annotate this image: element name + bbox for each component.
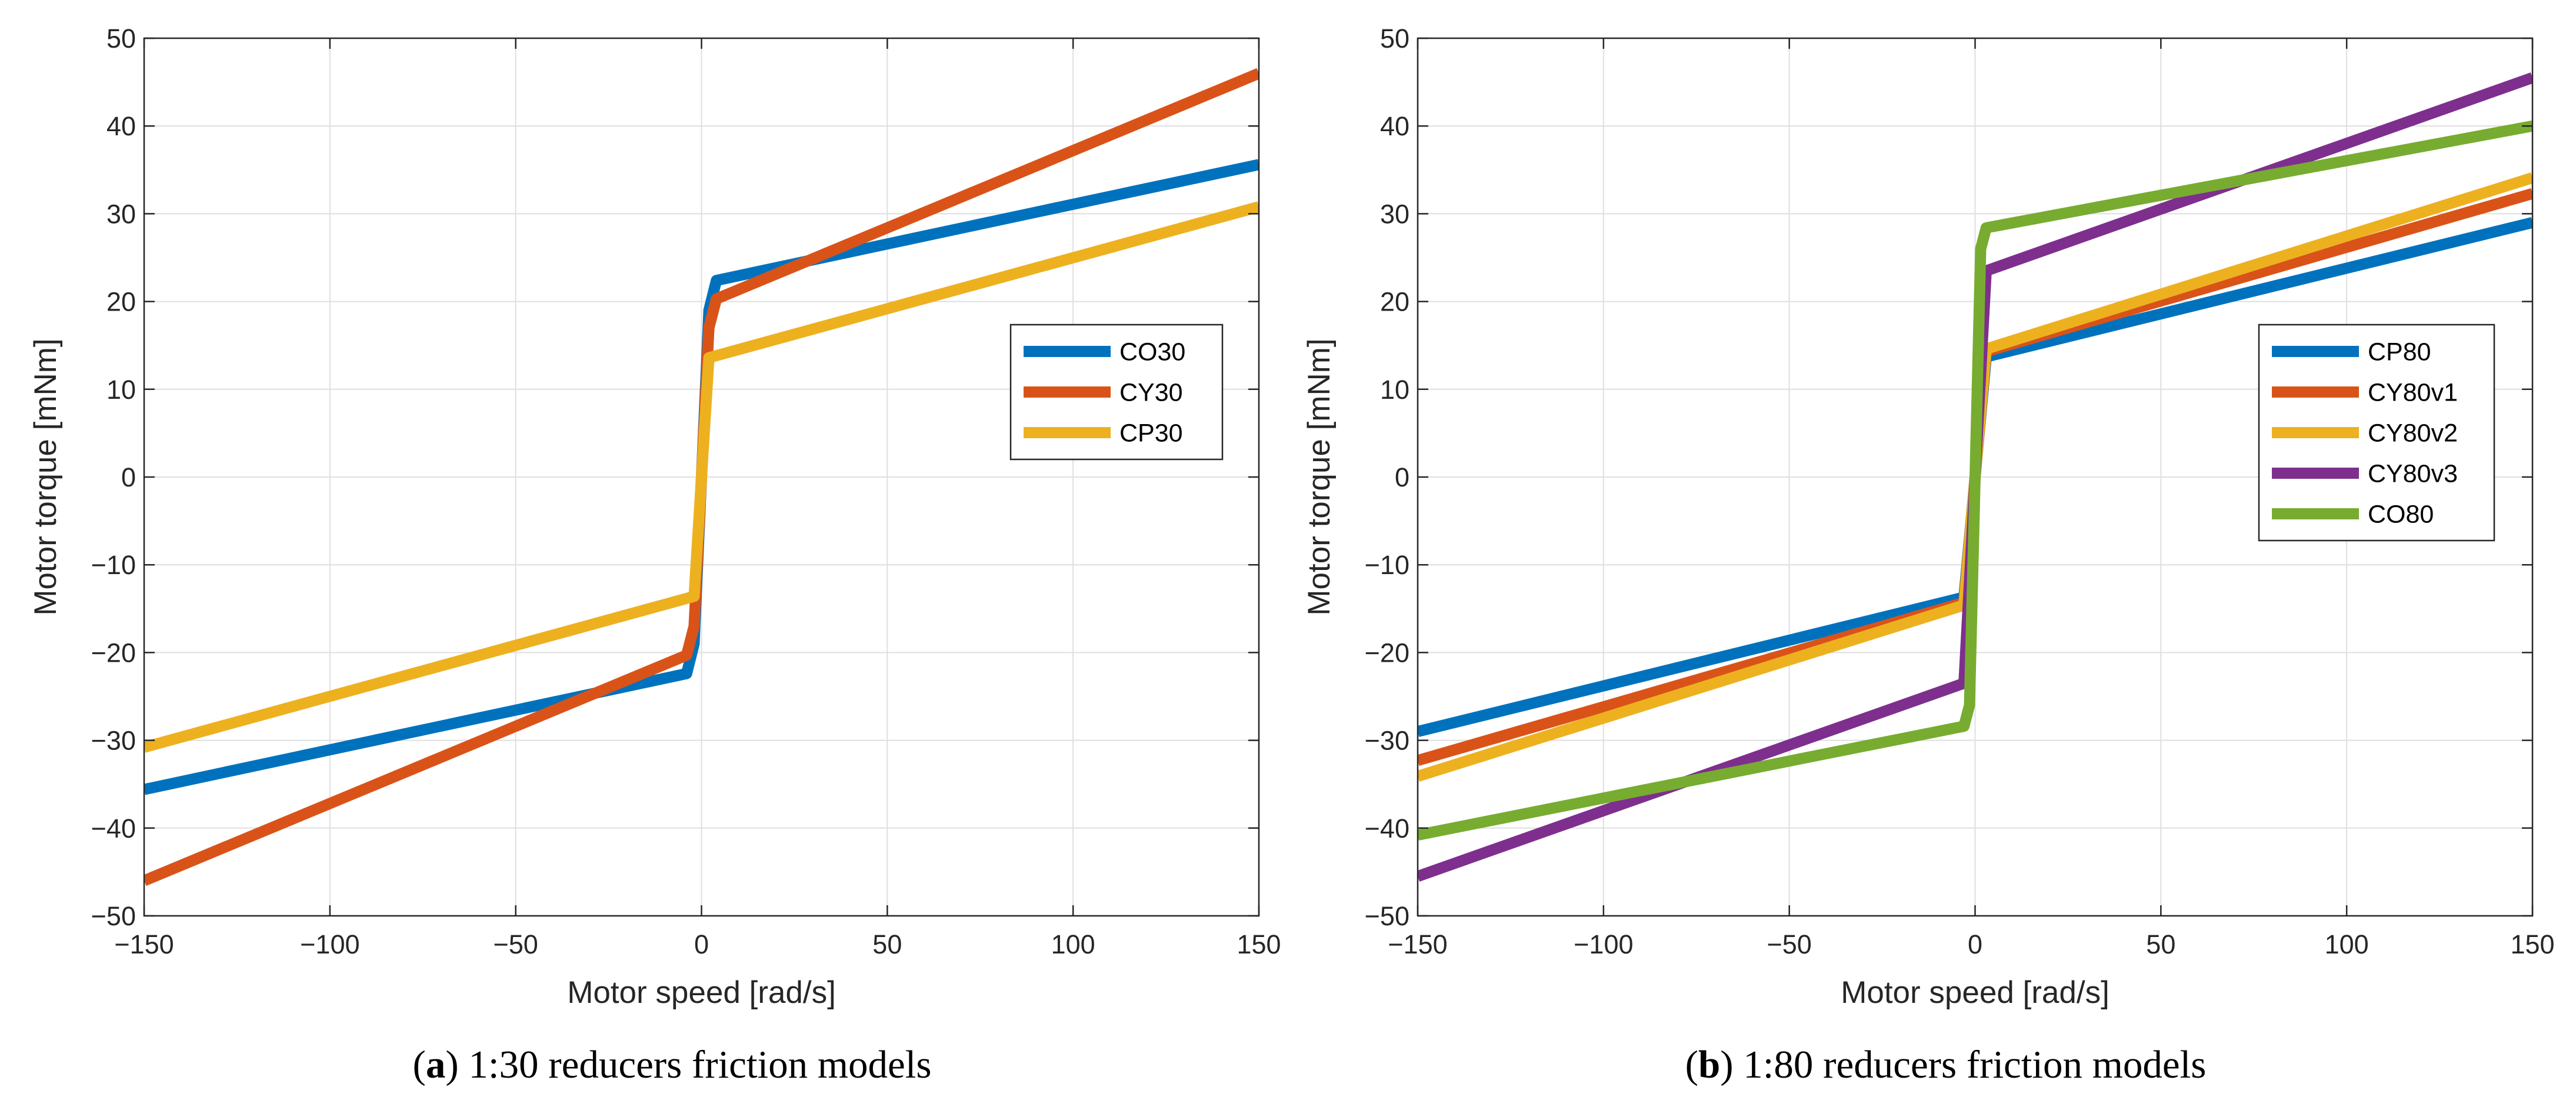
y-tick-label: −40 (1365, 813, 1409, 843)
x-tick-label: −150 (114, 929, 174, 959)
legend-label-cy30: CY30 (1119, 379, 1183, 407)
y-tick-label: −20 (1365, 638, 1409, 668)
caption-text: ) 1:30 reducers friction models (445, 1043, 931, 1086)
caption-paren-open: ( (413, 1043, 426, 1086)
y-axis-label: Motor torque [mNm] (1302, 338, 1337, 615)
y-tick-label: 0 (1395, 462, 1409, 492)
series-line-co80 (1418, 120, 2532, 841)
x-tick-label: 150 (1237, 929, 1281, 959)
panel-b: −150 −100 −50 0 50 100 150−50−40−30−20−1001020… (1302, 24, 2555, 1086)
legend-label-co30: CO30 (1119, 338, 1185, 366)
y-tick-label: 50 (106, 24, 136, 54)
x-tick-label: 0 (694, 929, 709, 959)
x-tick-label: −100 (300, 929, 359, 959)
caption-text: ) 1:80 reducers friction models (1720, 1043, 2206, 1086)
x-tick-label: −100 (1574, 929, 1633, 959)
y-tick-label: 40 (1380, 111, 1409, 141)
y-tick-label: −10 (91, 550, 136, 580)
y-tick-label: 20 (106, 287, 136, 317)
y-tick-label: 10 (106, 375, 136, 405)
x-tick-label: −50 (493, 929, 538, 959)
legend: CP80 CY80v1 CY80v2 CY80v3 CO80 (2258, 324, 2495, 542)
x-tick-label: 0 (1968, 929, 1982, 959)
y-tick-label: −10 (1365, 550, 1409, 580)
series-group (1418, 72, 2532, 882)
legend-label-cp30: CP30 (1119, 419, 1183, 448)
y-tick-label: −50 (91, 901, 136, 931)
y-tick-label: 40 (106, 111, 136, 141)
panel-a: −150 −100 −50 0 50 100 150−50−40−30−20−1001020… (28, 24, 1281, 1086)
x-tick-label: 50 (2146, 929, 2175, 959)
legend-label-cy80v1: CY80v1 (2368, 379, 2458, 407)
caption-panel-letter: a (426, 1043, 446, 1086)
x-axis-label: Motor speed [rad/s] (1841, 975, 2110, 1010)
y-tick-label: −50 (1365, 901, 1409, 931)
legend-label-cp80: CP80 (2368, 338, 2431, 366)
panel-caption: (a) 1:30 reducers friction models (413, 1043, 932, 1086)
series-line-cp30 (144, 201, 1259, 753)
x-tick-label: 100 (1051, 929, 1095, 959)
caption-panel-letter: b (1698, 1043, 1720, 1086)
y-tick-label: 30 (1380, 199, 1409, 229)
y-tick-label: 30 (106, 199, 136, 229)
y-tick-label: −20 (91, 638, 136, 668)
y-tick-label: 20 (1380, 287, 1409, 317)
y-tick-label: 0 (121, 462, 136, 492)
x-axis-label: Motor speed [rad/s] (567, 975, 836, 1010)
panel-caption: (b) 1:80 reducers friction models (1685, 1043, 2207, 1086)
y-axis-label: Motor torque [mNm] (28, 338, 63, 615)
y-tick-label: −40 (91, 813, 136, 843)
y-tick-label: 50 (1380, 24, 1409, 54)
legend-label-co80: CO80 (2368, 501, 2434, 529)
legend-label-cy80v2: CY80v2 (2368, 419, 2458, 448)
caption-paren-open: ( (1685, 1043, 1698, 1086)
x-tick-label: 150 (2510, 929, 2554, 959)
series-group (144, 68, 1259, 886)
x-tick-label: 100 (2325, 929, 2369, 959)
legend-label-cy80v3: CY80v3 (2368, 460, 2458, 488)
y-tick-label: −30 (91, 726, 136, 756)
x-tick-label: −150 (1388, 929, 1447, 959)
x-tick-label: 50 (872, 929, 902, 959)
y-tick-label: 10 (1380, 375, 1409, 405)
x-tick-label: −50 (1767, 929, 1811, 959)
legend: CO30 CY30 CP30 (1009, 324, 1224, 461)
y-tick-label: −30 (1365, 726, 1409, 756)
